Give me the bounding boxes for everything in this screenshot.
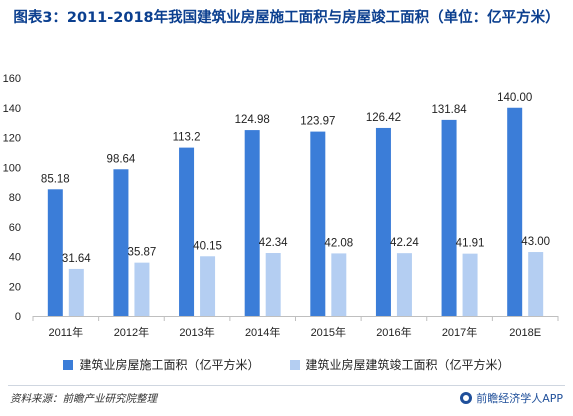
legend-item-completion: 建筑业房屋建筑竣工面积（亿平方米） — [289, 356, 510, 373]
y-tick-label: 0 — [15, 311, 21, 323]
y-tick-label: 60 — [9, 222, 21, 234]
footer-divider — [8, 385, 565, 386]
x-tick-label: 2015年 — [311, 325, 346, 339]
bar-completion — [200, 256, 216, 316]
data-label-construction: 124.98 — [235, 114, 270, 126]
brand: 前瞻经济学人APP — [460, 390, 563, 406]
bar-completion — [68, 268, 84, 316]
bar-construction — [113, 169, 129, 316]
data-labels: 85.18 31.64 98.64 35.87 113.2 40.15 124.98 42.3… — [41, 92, 550, 265]
y-tick-label: 160 — [3, 73, 21, 85]
data-label-completion: 35.87 — [128, 247, 157, 259]
data-label-completion: 42.24 — [390, 237, 419, 249]
bar-construction — [179, 147, 195, 316]
source-note: 资料来源：前瞻产业研究院整理 — [10, 393, 157, 405]
bar-completion — [396, 253, 412, 316]
bar-completion — [265, 253, 281, 316]
x-tick-label: 2018E — [509, 327, 541, 339]
legend: 建筑业房屋施工面积（亿平方米） 建筑业房屋建筑竣工面积（亿平方米） — [0, 356, 573, 373]
bar-construction — [244, 130, 260, 316]
data-label-construction: 113.2 — [173, 132, 201, 144]
data-label-construction: 140.00 — [497, 92, 532, 104]
data-label-completion: 42.34 — [259, 237, 288, 249]
legend-swatch-construction — [63, 359, 74, 370]
data-label-completion: 42.08 — [324, 237, 353, 249]
x-tick-label: 2012年 — [114, 325, 149, 339]
brand-logo-icon — [460, 392, 473, 404]
bar-completion — [331, 253, 347, 316]
x-tick-label: 2016年 — [376, 325, 411, 339]
data-label-construction: 85.18 — [41, 173, 70, 185]
axes: 0 20 40 60 80 100 120 140 160 2011年 2012年 2013年 2014… — [3, 73, 559, 339]
legend-swatch-completion — [289, 359, 300, 370]
data-label-completion: 41.91 — [456, 238, 485, 250]
y-tick-label: 40 — [9, 252, 21, 264]
x-tick-label: 2013年 — [179, 325, 214, 339]
bar-construction — [507, 107, 523, 316]
legend-label-completion: 建筑业房屋建筑竣工面积（亿平方米） — [305, 358, 510, 372]
data-label-completion: 40.15 — [193, 240, 222, 252]
bar-completion — [462, 253, 478, 316]
data-label-completion: 31.64 — [62, 253, 91, 265]
chart-title: 图表3：2011-2018年我国建筑业房屋施工面积与房屋竣工面积（单位：亿平方米… — [13, 10, 560, 26]
brand-name: 前瞻经济学人APP — [476, 392, 563, 405]
x-tick-label: 2011年 — [48, 325, 83, 339]
y-tick-label: 20 — [9, 281, 21, 293]
x-tick-label: 2017年 — [442, 325, 477, 339]
bar-completion — [134, 262, 150, 316]
bar-chart: 0 20 40 60 80 100 120 140 160 2011年 2012年 2013年 2014… — [3, 73, 559, 339]
data-label-construction: 131.84 — [431, 104, 467, 116]
data-label-construction: 126.42 — [366, 112, 401, 124]
bar-construction — [441, 119, 457, 316]
data-label-completion: 43.00 — [521, 236, 550, 248]
bars — [47, 107, 544, 316]
legend-label-construction: 建筑业房屋施工面积（亿平方米） — [79, 358, 260, 372]
y-tick-label: 100 — [3, 162, 21, 174]
x-tick-label: 2014年 — [245, 325, 280, 339]
bar-completion — [528, 252, 544, 316]
y-tick-label: 120 — [3, 133, 21, 145]
y-tick-label: 140 — [3, 103, 21, 115]
bar-construction — [310, 131, 326, 316]
bar-construction — [47, 189, 63, 316]
bar-construction — [375, 127, 391, 316]
legend-item-construction: 建筑业房屋施工面积（亿平方米） — [63, 356, 260, 373]
y-tick-label: 80 — [9, 192, 21, 204]
data-label-construction: 98.64 — [107, 153, 136, 165]
data-label-construction: 123.97 — [300, 116, 335, 128]
